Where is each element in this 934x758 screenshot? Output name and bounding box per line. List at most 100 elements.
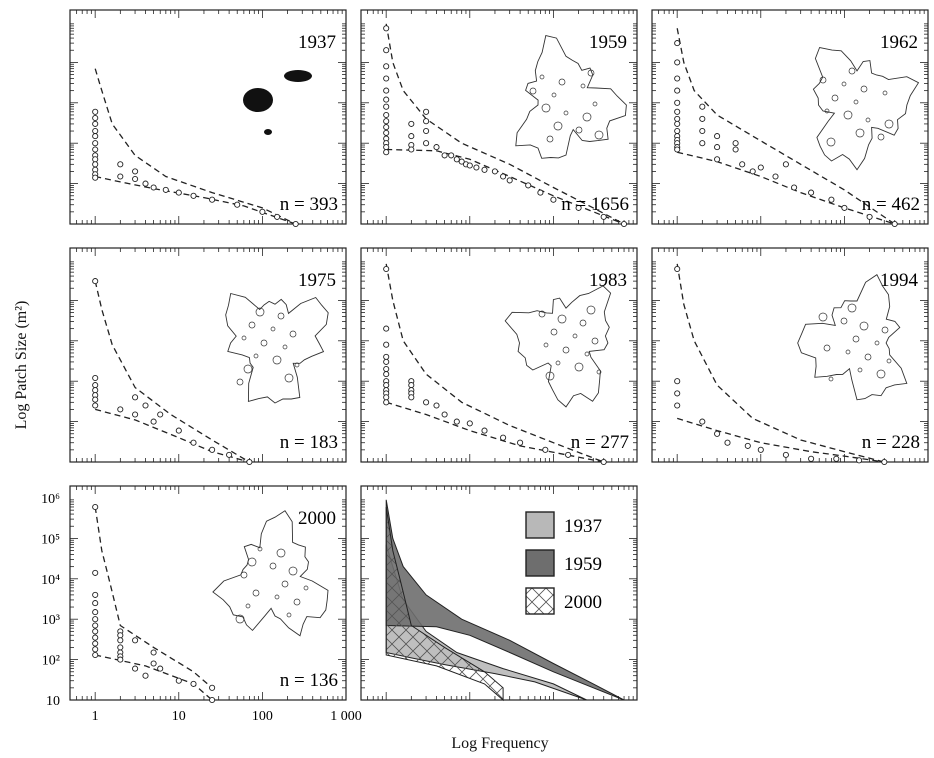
data-point: [856, 457, 863, 464]
island-map-patch: [272, 355, 282, 365]
island-map-patch: [551, 92, 557, 98]
data-point: [448, 152, 455, 159]
data-point: [881, 458, 888, 466]
data-point: [383, 265, 390, 273]
panel-1983: 1983 n = 277: [360, 247, 638, 466]
data-point: [132, 665, 139, 672]
data-point: [517, 439, 524, 446]
y-tick-label: 10²: [42, 654, 60, 669]
island-map-patch: [845, 349, 851, 355]
island-map-patch: [274, 594, 280, 600]
island-map-patch: [538, 310, 546, 318]
island-map-patch: [828, 376, 834, 382]
panel-year-label: 2000: [298, 508, 336, 529]
island-map-patch: [264, 129, 272, 135]
data-point: [441, 152, 448, 159]
panel-year-label: 1975: [298, 270, 336, 291]
data-point: [92, 133, 99, 140]
island-map-patch: [819, 76, 827, 84]
data-point: [292, 220, 299, 228]
data-point: [92, 640, 99, 647]
plot-frame: [651, 9, 929, 225]
data-point: [674, 108, 681, 115]
panel-1994: 1994 n = 228: [651, 247, 929, 466]
island-map-outline: [797, 274, 908, 401]
panel-year-label: 1962: [880, 32, 918, 53]
x-tick-label: 10: [172, 709, 186, 724]
x-tick-label: 1 000: [330, 709, 362, 724]
data-point: [383, 118, 390, 125]
data-point: [491, 168, 498, 175]
island-map-patch: [253, 353, 259, 359]
data-point: [466, 162, 473, 169]
island-map-outline: [212, 510, 329, 637]
data-point: [383, 365, 390, 373]
island-map-patch: [574, 362, 584, 372]
data-point: [383, 103, 390, 110]
data-point: [674, 120, 681, 127]
envelope-upper: [385, 23, 625, 225]
data-point: [383, 353, 390, 360]
island-map-patch: [539, 74, 545, 80]
data-point: [423, 399, 430, 406]
data-point: [92, 569, 99, 576]
data-point: [866, 213, 873, 220]
legend-label: 2000: [564, 592, 602, 613]
island-map-patch: [260, 339, 268, 347]
ticks: [360, 248, 638, 463]
island-map-patch: [582, 112, 592, 122]
data-point: [714, 133, 721, 140]
island-map-patch: [843, 110, 853, 120]
data-point: [537, 189, 544, 196]
legend-label: 1959: [564, 554, 602, 575]
island-map-patch: [241, 335, 247, 341]
island-map-outline: [225, 292, 329, 404]
island-map-patch: [575, 126, 583, 134]
ticks: [69, 486, 347, 701]
island-map-patch: [853, 99, 859, 105]
island-map-patch: [303, 585, 309, 591]
data-point: [234, 201, 241, 208]
data-point: [92, 634, 99, 641]
plot-frame: [360, 247, 638, 463]
data-point: [744, 442, 751, 449]
data-point: [383, 87, 390, 94]
envelope-upper: [94, 280, 250, 463]
data-point: [92, 146, 99, 153]
island-map-patch: [848, 67, 856, 75]
data-point: [739, 161, 746, 168]
data-point: [226, 451, 233, 458]
plot-frame: [360, 485, 638, 701]
data-point: [674, 115, 681, 122]
data-point: [782, 451, 789, 458]
legend-label: 1937: [564, 516, 602, 537]
data-point: [453, 418, 460, 425]
data-point: [117, 161, 124, 168]
data-point: [620, 220, 628, 228]
data-point: [674, 99, 681, 106]
data-point: [92, 651, 99, 659]
data-point: [833, 455, 840, 462]
x-tick-label: 100: [252, 709, 273, 724]
panel-comparison: 1937 1959 2000: [360, 485, 638, 702]
data-point: [782, 161, 789, 168]
data-point: [92, 174, 99, 181]
island-map-patch: [823, 344, 831, 352]
island-map-patch: [255, 307, 265, 317]
island-map-patch: [591, 337, 599, 345]
island-map-patch: [529, 87, 537, 95]
panel-1937: 1937 n = 393: [69, 9, 347, 228]
data-point: [841, 204, 848, 211]
y-tick-label: 10⁵: [41, 532, 60, 547]
panel-2000: 2000 n = 136 10 10² 10³ 10⁴ 10⁵ 10⁶ 1 10 100 1 000: [41, 485, 362, 724]
data-point: [458, 158, 465, 165]
data-point: [724, 439, 731, 446]
data-point: [92, 622, 99, 629]
data-point: [550, 196, 557, 203]
panel-n-label: n = 277: [571, 432, 629, 453]
island-map-patch: [572, 333, 578, 339]
data-point: [92, 396, 99, 403]
island-map-outline: [812, 46, 920, 171]
panel-1962: 1962 n = 462: [651, 9, 929, 228]
data-point: [423, 140, 430, 147]
